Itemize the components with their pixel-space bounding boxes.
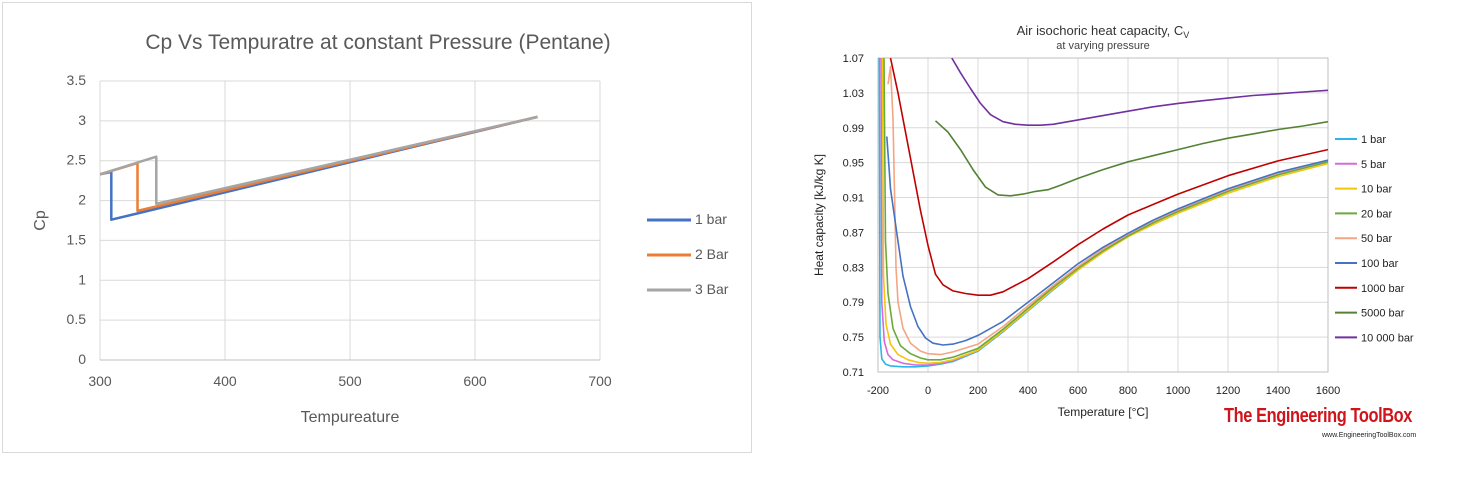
y-tick-label: 0.95 xyxy=(843,158,864,170)
y-axis-label: Heat capacity [kJ/kg K] xyxy=(812,154,826,276)
series-line-1-bar xyxy=(878,58,1328,368)
series-line-50-bar xyxy=(887,65,1328,356)
y-tick-label: 0.83 xyxy=(843,262,864,274)
x-tick-label: 1600 xyxy=(1316,385,1340,397)
y-tick-label: 3.5 xyxy=(67,72,87,88)
x-tick-label: 1000 xyxy=(1166,385,1190,397)
series-line-20-bar xyxy=(883,58,1328,361)
x-tick-label: 500 xyxy=(338,373,362,389)
y-tick-label: 2.5 xyxy=(67,152,87,168)
pentane-cp-chart: Cp Vs Tempuratre at constant Pressure (P… xyxy=(32,31,729,426)
x-tick-label: 1400 xyxy=(1266,385,1290,397)
x-tick-label: 700 xyxy=(588,373,612,389)
pentane-cp-chart-panel: Cp Vs Tempuratre at constant Pressure (P… xyxy=(2,2,752,453)
x-tick-label: 400 xyxy=(1019,385,1037,397)
y-tick-label: 1 xyxy=(78,271,86,287)
chart-title: Cp Vs Tempuratre at constant Pressure (P… xyxy=(145,31,610,54)
series-line-1000-bar xyxy=(889,58,1328,297)
engineering-toolbox-logo: The Engineering ToolBox xyxy=(1224,405,1412,427)
y-tick-label: 0.87 xyxy=(843,227,864,239)
x-axis-label: Temperature [°C] xyxy=(1058,405,1149,419)
y-tick-label: 0.91 xyxy=(843,193,864,205)
x-tick-label: 600 xyxy=(1069,385,1087,397)
legend-label: 3 Bar xyxy=(695,281,729,297)
engineering-toolbox-url: www.EngineeringToolBox.com xyxy=(1322,432,1417,439)
legend-label: 1 bar xyxy=(1361,134,1386,146)
legend-label: 1000 bar xyxy=(1361,283,1405,295)
legend-label: 100 bar xyxy=(1361,258,1399,270)
x-tick-label: 200 xyxy=(969,385,987,397)
legend-label: 20 bar xyxy=(1361,208,1393,220)
y-tick-label: 2 xyxy=(78,192,86,208)
plot-frame xyxy=(877,57,1329,373)
legend-label: 5 bar xyxy=(1361,159,1386,171)
series-line-100-bar xyxy=(886,136,1328,346)
x-tick-label: 400 xyxy=(213,373,237,389)
series-line-10-000-bar xyxy=(951,58,1328,126)
y-tick-label: 0.75 xyxy=(843,332,864,344)
legend-label: 10 bar xyxy=(1361,184,1393,196)
x-tick-label: -200 xyxy=(867,385,889,397)
y-axis-label: Cp xyxy=(32,210,49,231)
y-tick-label: 0.71 xyxy=(843,367,864,379)
series-line-10-bar xyxy=(881,58,1328,365)
x-tick-label: 800 xyxy=(1119,385,1137,397)
y-tick-label: 0 xyxy=(78,351,86,367)
series-line-3-bar xyxy=(100,115,538,206)
x-tick-label: 0 xyxy=(925,385,931,397)
legend-label: 10 000 bar xyxy=(1361,332,1414,344)
chart-title-subscript: V xyxy=(1183,30,1190,40)
chart-title: Air isochoric heat capacity, CV xyxy=(1017,23,1191,40)
x-tick-label: 600 xyxy=(463,373,487,389)
x-tick-label: 1200 xyxy=(1216,385,1240,397)
y-tick-label: 1.5 xyxy=(67,231,87,247)
legend-label: 1 bar xyxy=(695,211,727,227)
air-cv-chart-panel: Air isochoric heat capacity, CV at varyin… xyxy=(800,10,1460,460)
legend-label: 2 Bar xyxy=(695,246,729,262)
x-axis-label: Tempureature xyxy=(301,409,400,426)
y-tick-label: 0.99 xyxy=(843,123,864,135)
legend-label: 5000 bar xyxy=(1361,308,1405,320)
y-tick-label: 0.5 xyxy=(67,311,87,327)
y-tick-label: 3 xyxy=(78,112,86,128)
y-tick-label: 0.79 xyxy=(843,297,864,309)
series-line-5000-bar xyxy=(934,120,1328,197)
x-tick-label: 300 xyxy=(88,373,112,389)
legend-label: 50 bar xyxy=(1361,233,1393,245)
y-tick-label: 1.03 xyxy=(843,88,864,100)
series-line-5-bar xyxy=(880,58,1328,366)
y-tick-label: 1.07 xyxy=(843,53,864,65)
chart-subtitle: at varying pressure xyxy=(1056,40,1150,52)
